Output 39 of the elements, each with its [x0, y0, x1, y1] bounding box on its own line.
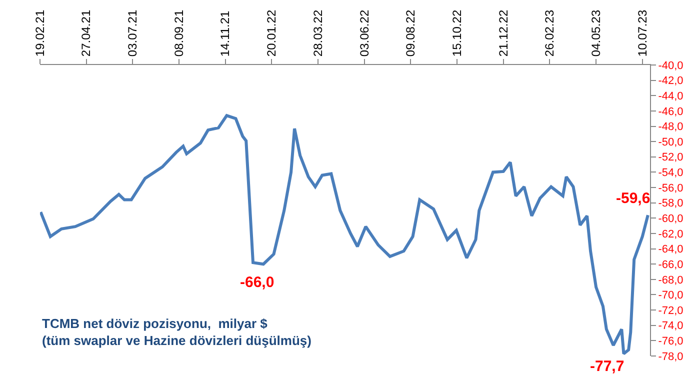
x-tick-label: 21.12.22: [496, 10, 510, 57]
y-tick-label: -50,0: [658, 136, 684, 148]
x-tick-label: 03.07.21: [126, 10, 140, 57]
x-tick-label: 04.05.23: [588, 10, 603, 57]
y-tick-label: -60,0: [658, 213, 684, 226]
x-tick-label: 10.07.23: [635, 10, 650, 57]
y-tick-label: -42,0: [658, 75, 684, 88]
x-tick-label: 27.04.21: [79, 10, 94, 57]
x-tick-label: 03.06.22: [357, 10, 372, 57]
x-tick-label: 14.11.21: [218, 10, 232, 57]
annotation: -77,7: [590, 358, 624, 375]
y-tick-label: -64,0: [658, 244, 684, 256]
y-tick-label: -78,0: [658, 350, 684, 363]
y-tick-label: -44,0: [658, 90, 684, 102]
x-tick-label: 09.08.22: [404, 10, 418, 57]
x-tick-label: 20.01.22: [264, 10, 279, 57]
annotation: -66,0: [240, 274, 274, 291]
y-tick-label: -46,0: [658, 106, 684, 118]
x-tick-label: 26.02.23: [542, 10, 557, 57]
y-tick-label: -54,0: [658, 167, 684, 180]
y-tick-label: -52,0: [658, 152, 684, 164]
y-tick-label: -48,0: [658, 121, 684, 134]
line-series: [40, 114, 650, 356]
y-tick-label: -68,0: [658, 274, 684, 286]
y-tick-label: -72,0: [658, 304, 684, 317]
y-tick-label: -76,0: [658, 336, 684, 348]
y-tick-label: -70,0: [658, 290, 684, 302]
y-tick-label: -66,0: [658, 258, 684, 271]
y-tick-label: -62,0: [658, 228, 684, 240]
x-tick-label: 08.09.21: [172, 10, 186, 57]
x-tick-label: 28.03.22: [310, 10, 325, 57]
y-tick-label: -56,0: [658, 182, 684, 194]
y-tick-label: -40,0: [658, 60, 684, 72]
y-tick-label: -74,0: [658, 320, 684, 332]
x-tick-label: 19.02.21: [32, 10, 47, 57]
x-tick-label: 15.10.22: [450, 10, 464, 57]
annotation: TCMB net döviz pozisyonu, milyar $ (tüm swaplar ve Hazine dövizleri düşülmüş): [42, 316, 312, 348]
annotation: -59,6: [616, 190, 650, 207]
y-tick-label: -58,0: [658, 198, 684, 210]
